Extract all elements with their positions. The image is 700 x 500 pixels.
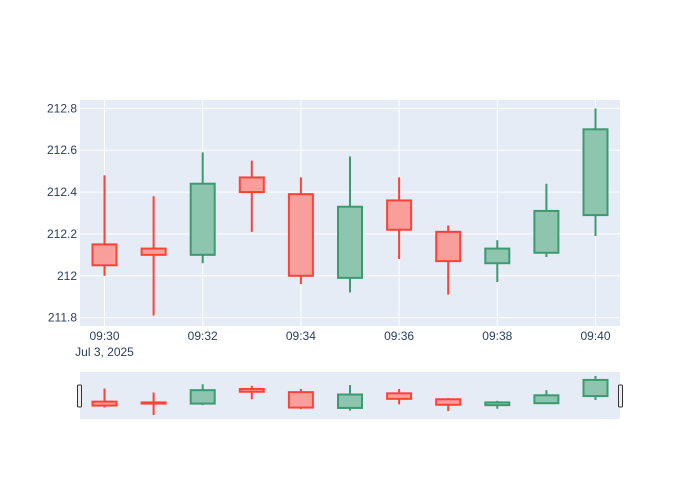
main-candle-body — [582, 128, 609, 217]
x-tick-label: 09:34 — [286, 329, 316, 343]
main-candle-body — [189, 182, 216, 256]
y-tick-label: 211.8 — [48, 311, 77, 325]
y-tick-label: 212.4 — [47, 185, 77, 199]
main-candle-body — [287, 193, 314, 277]
rangeslider-candle-body — [140, 401, 167, 405]
main-candle-body — [533, 209, 560, 254]
rangeslider-candle-body — [189, 389, 216, 405]
rangeslider-candle-body — [238, 387, 265, 393]
main-candle-body — [386, 199, 413, 231]
rangeslider-candle-body — [435, 398, 462, 406]
y-tick-label: 212 — [57, 269, 77, 283]
rangeslider-candle-body — [91, 400, 118, 407]
x-tick-label: 09:40 — [580, 329, 610, 343]
x-tick-label: 09:32 — [188, 329, 218, 343]
main-candle-body — [238, 176, 265, 194]
main-candle-body — [91, 243, 118, 267]
rangeslider-candle-body — [337, 393, 363, 409]
rangeslider-candle-body — [484, 401, 511, 407]
rangeslider-candle-body — [582, 378, 609, 398]
y-tick-label: 212.2 — [47, 227, 77, 241]
y-tick-label: 212.8 — [47, 101, 77, 115]
candles-rangeslider — [91, 375, 609, 416]
main-candle-body — [140, 247, 167, 256]
rangeslider-candle-body — [533, 394, 560, 405]
x-tick-label: 09:36 — [384, 329, 414, 343]
x-date-label: Jul 3, 2025 — [75, 345, 134, 359]
y-tick-label: 212.6 — [47, 143, 77, 157]
main-candle-body — [435, 230, 462, 263]
main-candle-body — [484, 247, 511, 265]
rangeslider-candle-body — [386, 392, 413, 400]
rangeslider-right-handle[interactable] — [618, 384, 623, 408]
candles-main — [91, 108, 609, 316]
x-tick-label: 09:38 — [482, 329, 512, 343]
rangeslider-candle-body — [287, 391, 314, 409]
main-candle-body — [337, 205, 363, 279]
x-tick-label: 09:30 — [89, 329, 119, 343]
rangeslider-left-handle[interactable] — [77, 384, 82, 408]
